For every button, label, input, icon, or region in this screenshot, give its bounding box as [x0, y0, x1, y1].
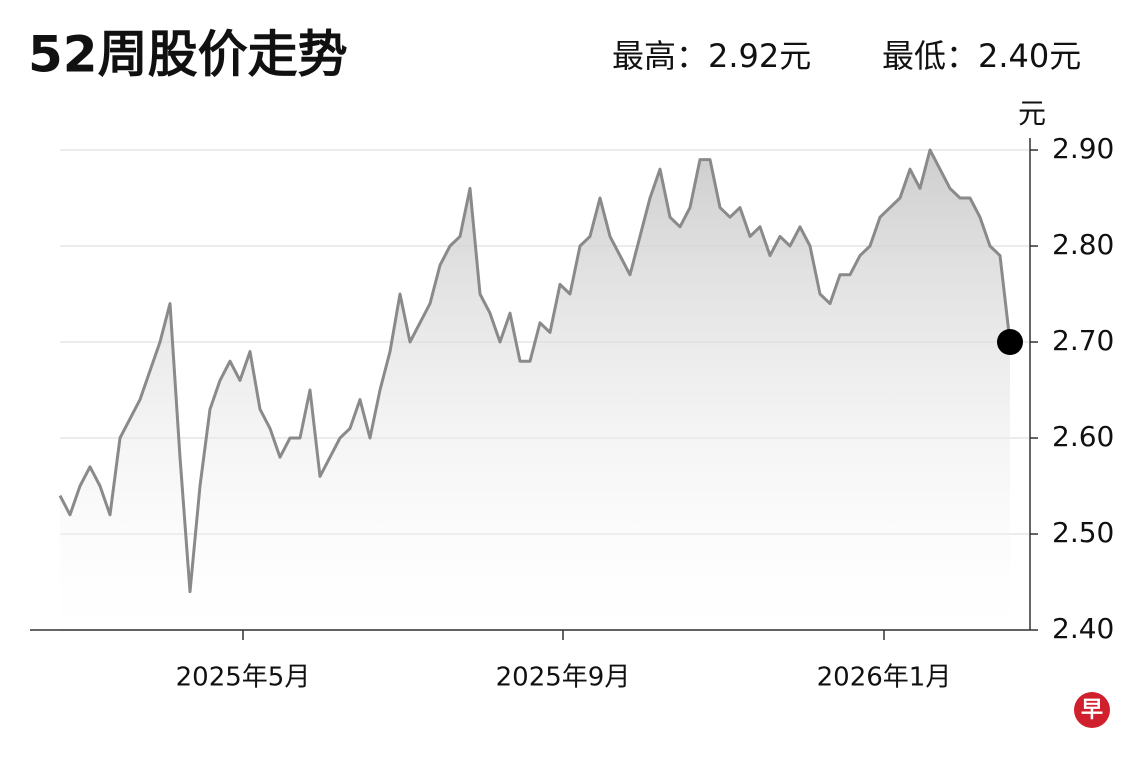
price-line — [58, 148, 1012, 594]
x-tick-label: 2026年1月 — [817, 663, 952, 693]
high-label: 最高：2.92元 — [612, 37, 811, 75]
area-fill — [60, 150, 1010, 630]
y-tick-label: 2.90 — [1052, 132, 1114, 165]
x-tick-label: 2025年9月 — [496, 663, 631, 693]
logo-badge — [1074, 692, 1110, 728]
y-tick-label: 2.60 — [1052, 420, 1114, 453]
low-label: 最低：2.40元 — [882, 37, 1081, 75]
x-tick-label: 2025年5月 — [176, 663, 311, 693]
logo: 早 — [1081, 698, 1103, 723]
y-unit: 元 — [1018, 97, 1046, 130]
y-tick-label: 2.70 — [1052, 324, 1114, 357]
y-tick-label: 2.50 — [1052, 516, 1114, 549]
chart-title: 52周股价走势 — [28, 26, 348, 84]
y-tick-label: 2.40 — [1052, 612, 1114, 645]
last-point — [997, 329, 1023, 355]
y-tick-label: 2.80 — [1052, 228, 1114, 261]
